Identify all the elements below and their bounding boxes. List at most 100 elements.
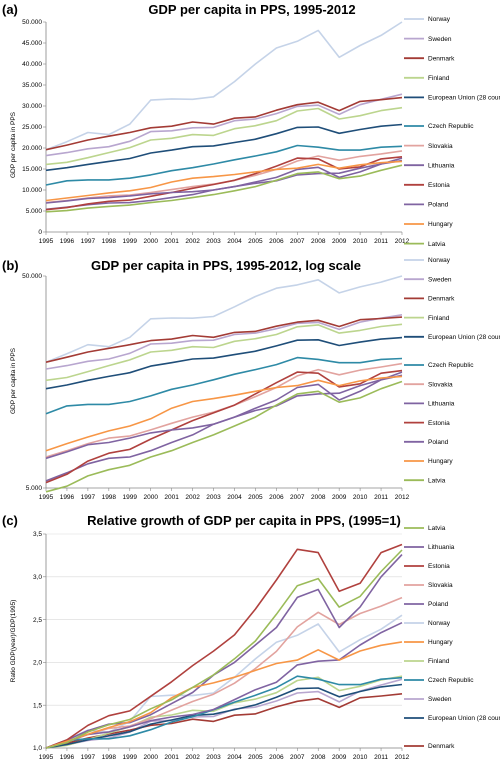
legend-label-czech-republic: Czech Republic — [428, 123, 474, 130]
y-tick-label: 2,0 — [33, 660, 42, 667]
x-tick-label: 2012 — [395, 754, 410, 761]
legend-label-norway: Norway — [428, 257, 451, 264]
legend-label-european-union-28-countries: European Union (28 countries) — [428, 715, 500, 722]
x-tick-label: 1995 — [39, 754, 54, 761]
series-line-european-union-28-countries — [45, 123, 403, 172]
x-tick-label: 2010 — [353, 494, 368, 501]
series-line-slovakia — [45, 596, 403, 749]
legend-label-latvia: Latvia — [428, 241, 446, 248]
series-line-finland — [45, 323, 403, 382]
y-tick-label: 50.000 — [22, 19, 42, 26]
x-tick-label: 1997 — [81, 754, 96, 761]
x-tick-label: 1996 — [60, 754, 75, 761]
x-tick-label: 2004 — [227, 754, 242, 761]
x-tick-label: 2005 — [248, 238, 263, 245]
series-line-latvia — [45, 164, 403, 213]
panel-a: (a) GDP per capita in PPS, 1995-2012 GDP… — [2, 2, 500, 248]
panel-c-title: Relative growth of GDP per capita in PPS… — [87, 513, 401, 528]
x-tick-label: 2011 — [374, 494, 388, 501]
x-tick-label: 2001 — [164, 494, 179, 501]
series-line-estonia — [45, 543, 403, 749]
series-line-denmark — [45, 316, 403, 363]
y-tick-label: 0 — [38, 229, 42, 236]
x-tick-label: 2007 — [290, 238, 305, 245]
legend-label-european-union-28-countries: European Union (28 countries) — [428, 95, 500, 102]
panel-b-y-axis-label: GDP per capita in PPS — [10, 347, 17, 414]
legend-label-denmark: Denmark — [428, 296, 455, 303]
series-line-hungary — [45, 641, 403, 749]
series-line-lithuania — [45, 157, 403, 211]
series-line-latvia — [45, 380, 403, 493]
x-tick-label: 2006 — [269, 494, 284, 501]
series-line-poland — [45, 621, 403, 749]
legend-label-hungary: Hungary — [428, 458, 453, 465]
x-tick-label: 2007 — [290, 494, 305, 501]
x-tick-label: 2005 — [248, 494, 263, 501]
x-tick-label: 2012 — [395, 238, 410, 245]
y-tick-label: 2,5 — [33, 617, 42, 624]
legend-label-estonia: Estonia — [428, 563, 450, 570]
x-tick-label: 2007 — [290, 754, 305, 761]
x-tick-label: 2009 — [332, 238, 347, 245]
series-line-european-union-28-countries — [45, 683, 403, 749]
panel-c: (c) Relative growth of GDP per capita in… — [2, 513, 500, 761]
legend-label-denmark: Denmark — [428, 55, 455, 62]
legend-label-sweden: Sweden — [428, 696, 452, 703]
x-tick-label: 2009 — [332, 754, 347, 761]
y-tick-label: 3,0 — [33, 574, 42, 581]
series-line-norway — [45, 275, 403, 363]
legend-label-denmark: Denmark — [428, 743, 455, 750]
x-tick-label: 2006 — [269, 238, 284, 245]
series-line-hungary — [45, 375, 403, 452]
series-line-sweden — [45, 93, 403, 157]
x-tick-label: 1995 — [39, 494, 54, 501]
series-line-estonia — [45, 369, 403, 484]
legend-label-latvia: Latvia — [428, 525, 446, 532]
panel-b-title: GDP per capita in PPS, 1995-2012, log sc… — [91, 258, 361, 273]
y-tick-label: 20.000 — [22, 145, 42, 152]
legend-label-finland: Finland — [428, 75, 450, 82]
x-tick-label: 2000 — [143, 238, 158, 245]
x-tick-label: 1996 — [60, 494, 75, 501]
y-tick-label: 3,5 — [33, 531, 42, 538]
legend-label-poland: Poland — [428, 202, 449, 209]
legend-label-hungary: Hungary — [428, 221, 453, 228]
x-tick-label: 2011 — [374, 754, 388, 761]
y-tick-label: 45.000 — [22, 40, 42, 47]
legend-label-slovakia: Slovakia — [428, 582, 453, 589]
x-tick-label: 2008 — [311, 494, 326, 501]
panel-a-y-axis-label: GDP per capita in PPS — [10, 111, 17, 178]
x-tick-label: 1995 — [39, 238, 54, 245]
legend-label-sweden: Sweden — [428, 276, 452, 283]
x-tick-label: 2001 — [164, 754, 179, 761]
x-tick-label: 1999 — [123, 494, 138, 501]
y-tick-label: 30.000 — [22, 103, 42, 110]
legend-label-czech-republic: Czech Republic — [428, 677, 474, 684]
legend-label-sweden: Sweden — [428, 36, 452, 43]
legend-label-estonia: Estonia — [428, 420, 450, 427]
series-line-finland — [45, 675, 403, 749]
legend-label-norway: Norway — [428, 16, 451, 23]
legend-label-poland: Poland — [428, 601, 449, 608]
x-tick-label: 2000 — [143, 494, 158, 501]
y-tick-label: 25.000 — [22, 124, 42, 131]
legend-label-poland: Poland — [428, 439, 449, 446]
series-line-czech-republic — [45, 356, 403, 415]
legend-label-norway: Norway — [428, 620, 451, 627]
legend-label-finland: Finland — [428, 658, 450, 665]
y-tick-label: 1,5 — [33, 702, 42, 709]
series-line-lithuania — [45, 371, 403, 482]
x-tick-label: 2012 — [395, 494, 410, 501]
x-tick-label: 2003 — [206, 238, 221, 245]
x-tick-label: 2003 — [206, 494, 221, 501]
legend-label-european-union-28-countries: European Union (28 countries) — [428, 334, 500, 341]
legend-label-finland: Finland — [428, 315, 450, 322]
y-tick-label: 50.000 — [22, 273, 42, 280]
legend-label-slovakia: Slovakia — [428, 143, 453, 150]
series-line-european-union-28-countries — [45, 336, 403, 390]
series-line-norway — [45, 21, 403, 151]
x-tick-label: 1999 — [123, 754, 138, 761]
x-tick-label: 2000 — [143, 754, 158, 761]
